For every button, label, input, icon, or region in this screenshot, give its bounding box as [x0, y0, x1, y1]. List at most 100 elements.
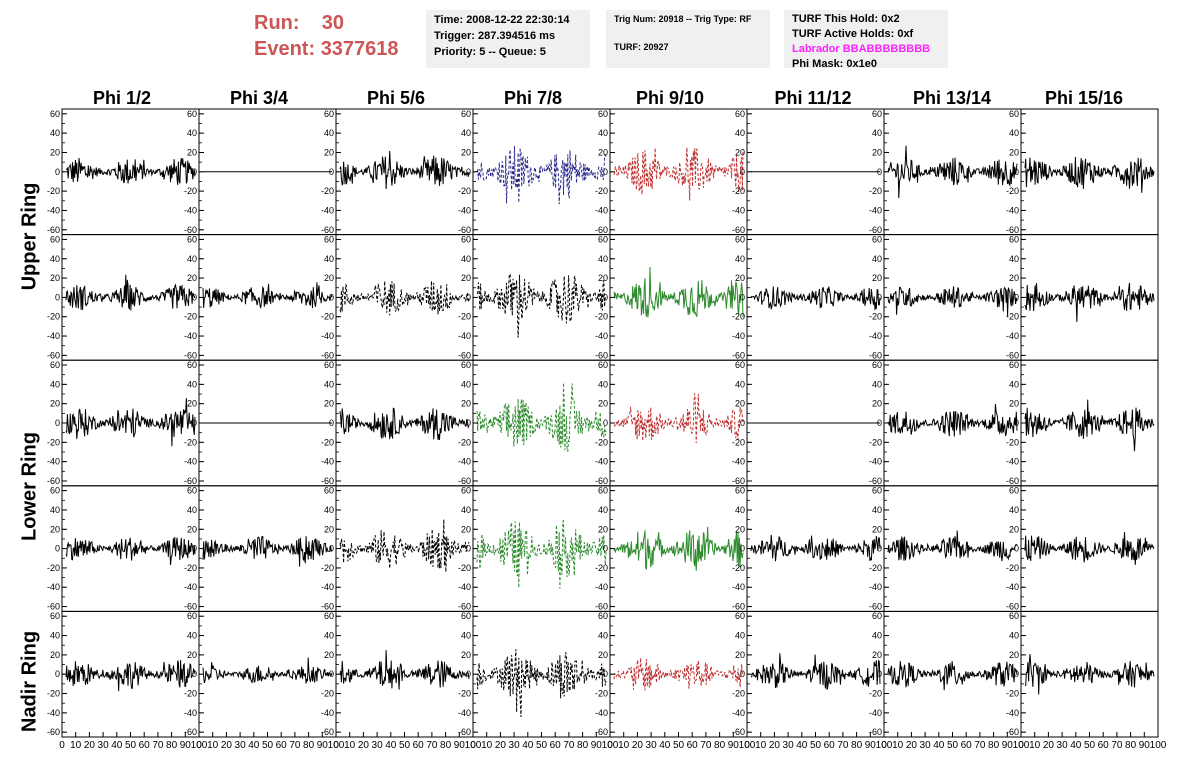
y-tick-label: 40 [187, 254, 197, 264]
y-tick-label: -20 [732, 186, 745, 196]
y-tick-label: -40 [732, 457, 745, 467]
x-tick-label: 20 [769, 740, 781, 751]
y-tick-label: 40 [50, 379, 60, 389]
y-tick-label: 20 [735, 147, 745, 157]
y-tick-label: 20 [872, 147, 882, 157]
waveform-trace [1024, 653, 1155, 695]
y-tick-label: 0 [740, 669, 745, 679]
panel-r3-c1: -60 -40 -20 0 20 40 60 [184, 485, 337, 612]
panel-r1-c5: -60 -40 -20 0 20 40 60 [732, 234, 885, 361]
y-tick-label: -40 [869, 331, 882, 341]
y-tick-label: 0 [192, 544, 197, 554]
y-tick-label: -20 [732, 563, 745, 573]
y-tick-label: -60 [732, 350, 745, 360]
y-tick-label: -60 [595, 602, 608, 612]
y-tick-label: 40 [324, 505, 334, 515]
x-tick-label: 50 [536, 740, 548, 751]
y-tick-label: -20 [321, 312, 334, 322]
y-tick-label: 20 [50, 524, 60, 534]
event-value: 3377618 [320, 38, 399, 60]
y-tick-label: -40 [869, 582, 882, 592]
x-tick-label: 0 [59, 740, 65, 751]
y-tick-label: 60 [187, 611, 197, 621]
y-tick-label: 0 [877, 167, 882, 177]
y-tick-label: -60 [869, 476, 882, 486]
panel-r0-c2: -60 -40 -20 0 20 40 60 [321, 108, 474, 236]
x-tick-label: 50 [810, 740, 822, 751]
y-tick-label: -20 [47, 563, 60, 573]
y-tick-label: 0 [603, 669, 608, 679]
x-tick-label: 70 [289, 740, 301, 751]
y-tick-label: -20 [595, 186, 608, 196]
x-tick-label: 90 [1002, 740, 1014, 751]
y-tick-label: 60 [187, 486, 197, 496]
y-tick-label: 60 [461, 234, 471, 244]
y-tick-label: -20 [869, 563, 882, 573]
x-tick-label: 70 [563, 740, 575, 751]
y-tick-label: -20 [1006, 689, 1019, 699]
x-tick-label: 90 [865, 740, 877, 751]
y-tick-label: -60 [47, 350, 60, 360]
y-tick-label: 40 [872, 631, 882, 641]
waveform-trace [1024, 282, 1155, 323]
y-tick-label: 0 [466, 544, 471, 554]
x-tick-label: 10 [207, 740, 219, 751]
y-tick-label: 0 [329, 418, 334, 428]
y-tick-label: 40 [872, 379, 882, 389]
y-tick-label: -60 [321, 602, 334, 612]
y-tick-label: 0 [466, 418, 471, 428]
y-tick-label: 0 [1014, 292, 1019, 302]
panel-r2-c5: -60 -40 -20 0 20 40 60 [732, 359, 885, 487]
waveform-trace [887, 403, 1018, 437]
y-tick-label: -20 [458, 186, 471, 196]
y-tick-label: -20 [732, 689, 745, 699]
y-tick-label: 0 [192, 418, 197, 428]
y-tick-label: -40 [184, 708, 197, 718]
y-tick-label: 60 [50, 234, 60, 244]
y-tick-label: 20 [187, 147, 197, 157]
waveform-trace [339, 407, 470, 440]
y-tick-label: -40 [732, 205, 745, 215]
y-tick-label: 60 [50, 109, 60, 119]
y-tick-label: 40 [735, 379, 745, 389]
y-tick-label: -20 [1006, 312, 1019, 322]
x-tick-label: 80 [1125, 740, 1137, 751]
y-tick-label: 40 [1009, 379, 1019, 389]
panel-r2-c1: -60 -40 -20 0 20 40 60 [184, 359, 337, 487]
waveform-trace [476, 649, 607, 718]
waveform-trace [750, 653, 881, 690]
y-tick-label: -20 [869, 186, 882, 196]
x-tick-label: 70 [152, 740, 164, 751]
y-tick-label: 60 [735, 611, 745, 621]
panel-r2-c4: -60 -40 -20 0 20 40 60 [595, 359, 748, 487]
x-tick-label: 10 [892, 740, 904, 751]
x-tick-label: 100 [328, 740, 345, 751]
waveform-trace [65, 536, 196, 565]
x-tick-label: 80 [988, 740, 1000, 751]
y-tick-label: 0 [740, 544, 745, 554]
y-tick-label: -20 [869, 437, 882, 447]
y-tick-label: -40 [321, 708, 334, 718]
column-header-phi-7-8: Phi 7/8 [503, 88, 563, 108]
panel-r3-c2: -60 -40 -20 0 20 40 60 [321, 485, 474, 612]
y-tick-label: -20 [595, 312, 608, 322]
y-tick-label: -60 [47, 727, 60, 737]
y-tick-label: -60 [458, 476, 471, 486]
y-tick-label: 40 [461, 128, 471, 138]
y-tick-label: 60 [50, 486, 60, 496]
y-tick-label: -60 [732, 602, 745, 612]
y-tick-label: 60 [1009, 234, 1019, 244]
y-tick-label: -20 [458, 689, 471, 699]
y-tick-label: -40 [1006, 331, 1019, 341]
x-tick-label: 40 [111, 740, 123, 751]
panel-r1-c2: -60 -40 -20 0 20 40 60 [321, 234, 474, 361]
y-tick-label: -20 [1006, 186, 1019, 196]
y-tick-label: 40 [50, 631, 60, 641]
x-tick-label: 30 [509, 740, 521, 751]
x-tick-label: 20 [84, 740, 96, 751]
y-tick-label: -60 [1006, 727, 1019, 737]
y-tick-label: 40 [735, 631, 745, 641]
y-tick-label: 60 [50, 360, 60, 370]
x-tick-label: 60 [550, 740, 562, 751]
